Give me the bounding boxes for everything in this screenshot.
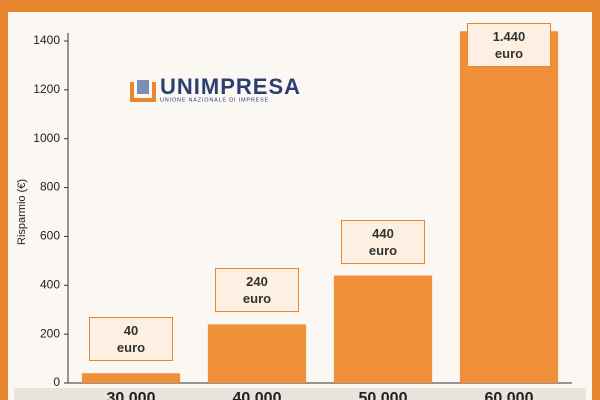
y-tick-label: 1000: [33, 131, 60, 145]
x-tick-label: 40.000: [233, 390, 282, 400]
bar: [459, 31, 559, 383]
y-tick-label: 0: [53, 375, 60, 389]
bar: [207, 324, 307, 383]
value-label: 440 euro: [341, 219, 425, 264]
y-axis-label: Risparmio (€): [16, 179, 28, 245]
logo-tagline: UNIONE NAZIONALE DI IMPRESE: [160, 97, 269, 103]
y-tick-label: 800: [40, 180, 60, 194]
value-label: 40 euro: [89, 317, 173, 362]
logo-icon: [130, 82, 156, 102]
y-tick-label: 1400: [33, 33, 60, 47]
value-label: 240 euro: [215, 268, 299, 313]
y-tick-label: 200: [40, 326, 60, 340]
y-tick-label: 600: [40, 229, 60, 243]
x-tick-label: 50.000: [359, 390, 408, 400]
bar: [81, 373, 181, 383]
x-tick-label: 30.000: [107, 390, 156, 400]
bar: [333, 275, 433, 383]
logo: UNIMPRESA UNIONE NAZIONALE DI IMPRESE: [130, 74, 301, 103]
logo-icon: [137, 80, 149, 94]
logo-name: UNIMPRESA: [160, 74, 301, 99]
x-tick-label: 60.000: [485, 390, 534, 400]
value-label: 1.440 euro: [467, 23, 551, 68]
y-tick-label: 400: [40, 277, 60, 291]
y-tick-label: 1200: [33, 82, 60, 96]
category-band: [14, 388, 586, 400]
